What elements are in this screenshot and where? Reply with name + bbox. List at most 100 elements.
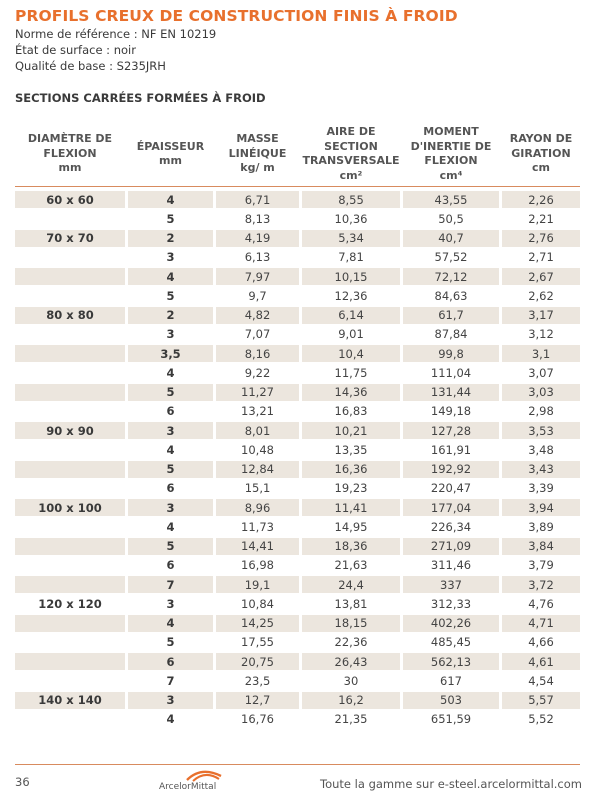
row-dimension [15, 403, 125, 420]
table-row: 70 x 70 2 4,19 5,34 40,7 2,76 [15, 229, 580, 248]
table-row: 3 6,13 7,81 57,52 2,71 [15, 248, 580, 267]
row-moment: 271,09 [403, 537, 499, 555]
row-dimension: 140 x 140 [15, 691, 125, 709]
row-rayon: 2,98 [528, 404, 554, 419]
row-epaisseur: 3 [166, 250, 175, 265]
row-masse: 13,21 [241, 404, 274, 419]
row-masse: 16,76 [241, 712, 274, 727]
row-dimension [15, 210, 125, 227]
row-aire: 16,36 [302, 460, 400, 478]
row-epaisseur: 6 [166, 481, 175, 496]
row-aire: 24,4 [302, 576, 400, 594]
row-aire: 19,23 [334, 481, 368, 496]
row-aire: 13,35 [334, 442, 368, 457]
row-epaisseur: 5 [166, 635, 175, 650]
table-row: 6 16,98 21,63 311,46 3,79 [15, 556, 580, 575]
table-row: 4 16,76 21,35 651,59 5,52 [15, 710, 580, 729]
row-rayon: 2,62 [528, 288, 554, 303]
data-table: 60 x 60 4 6,71 8,55 43,55 2,26 5 8,13 10,36 50,5 2… [15, 190, 580, 729]
table-row: 6 20,75 26,43 562,13 4,61 [15, 652, 580, 671]
row-epaisseur: 6 [128, 653, 213, 671]
table-row: 5 8,13 10,36 50,5 2,21 [15, 209, 580, 228]
row-dimension: 60 x 60 [15, 191, 125, 209]
row-epaisseur: 3 [166, 596, 175, 611]
header-divider [15, 186, 580, 187]
header-line: cm² [339, 168, 363, 182]
row-aire: 11,41 [302, 499, 400, 517]
column-header-rayon: RAYON DE GIRATION cm [502, 124, 580, 184]
row-moment: 177,04 [403, 499, 499, 517]
row-moment: 50,5 [438, 211, 464, 226]
row-dimension: 90 x 90 [15, 422, 125, 440]
row-aire: 10,21 [302, 422, 400, 440]
row-aire: 11,75 [334, 365, 368, 380]
footer-link[interactable]: Toute la gamme sur e-steel.arcelormittal… [320, 777, 582, 791]
row-epaisseur: 4 [166, 442, 175, 457]
row-aire: 12,36 [334, 288, 368, 303]
row-epaisseur: 5 [128, 460, 213, 478]
row-epaisseur: 7 [128, 576, 213, 594]
table-row: 5 9,7 12,36 84,63 2,62 [15, 286, 580, 305]
row-dimension [15, 326, 125, 343]
row-epaisseur: 2 [128, 229, 213, 247]
row-rayon: 3,07 [528, 365, 554, 380]
row-epaisseur: 4 [128, 614, 213, 632]
table-row: 5 17,55 22,36 485,45 4,66 [15, 633, 580, 652]
row-dimension [15, 249, 125, 266]
row-moment: 220,47 [430, 481, 472, 496]
row-moment: 127,28 [403, 422, 499, 440]
row-aire: 14,36 [302, 383, 400, 401]
row-masse: 7,97 [216, 268, 299, 286]
logo-text: ArcelorMittal [159, 782, 217, 792]
row-epaisseur: 4 [128, 191, 213, 209]
row-moment: 192,92 [403, 460, 499, 478]
table-row: 7 19,1 24,4 337 3,72 [15, 575, 580, 594]
row-moment: 562,13 [403, 653, 499, 671]
row-rayon: 2,76 [502, 229, 580, 247]
column-header-diametre: DIAMÈTRE DE FLEXION mm [15, 124, 125, 184]
row-rayon: 3,17 [502, 306, 580, 324]
row-rayon: 4,66 [528, 635, 554, 650]
row-epaisseur: 4 [166, 712, 175, 727]
row-aire: 10,15 [302, 268, 400, 286]
row-aire: 10,4 [302, 345, 400, 363]
row-epaisseur: 5 [166, 211, 175, 226]
row-dimension [15, 441, 125, 458]
row-dimension: 120 x 120 [38, 596, 102, 611]
table-row: 6 13,21 16,83 149,18 2,98 [15, 402, 580, 421]
column-header-aire: AIRE DE SECTION TRANSVERSALE cm² [302, 124, 400, 184]
section-title: SECTIONS CARRÉES FORMÉES À FROID [15, 91, 266, 105]
header-line: MASSE [236, 132, 279, 146]
row-rayon: 2,21 [528, 211, 554, 226]
row-aire: 30 [343, 673, 359, 688]
row-dimension [15, 576, 125, 594]
table-row: 140 x 140 3 12,7 16,2 503 5,57 [15, 691, 580, 710]
row-aire: 22,36 [334, 635, 368, 650]
row-rayon: 3,94 [502, 499, 580, 517]
row-rayon: 5,52 [528, 712, 554, 727]
row-masse: 17,55 [241, 635, 274, 650]
row-moment: 111,04 [430, 365, 472, 380]
header-line: FLEXION [424, 154, 478, 167]
row-rayon: 3,03 [502, 383, 580, 401]
row-epaisseur: 6 [166, 404, 175, 419]
row-moment: 61,7 [403, 306, 499, 324]
row-rayon: 3,53 [502, 422, 580, 440]
row-moment: 131,44 [403, 383, 499, 401]
row-masse: 19,1 [216, 576, 299, 594]
row-masse: 11,73 [241, 519, 274, 534]
row-moment: 161,91 [430, 442, 472, 457]
row-aire: 5,34 [302, 229, 400, 247]
row-aire: 16,2 [302, 691, 400, 709]
header-line: mm [159, 154, 182, 167]
column-header-moment: MOMENT D'INERTIE DE FLEXION cm⁴ [403, 124, 499, 184]
row-aire: 16,83 [334, 404, 368, 419]
row-masse: 12,84 [216, 460, 299, 478]
etat-surface: État de surface : noir [15, 43, 136, 57]
table-row: 4 11,73 14,95 226,34 3,89 [15, 517, 580, 536]
row-masse: 8,13 [244, 211, 271, 226]
table-row: 80 x 80 2 4,82 6,14 61,7 3,17 [15, 306, 580, 325]
row-dimension: 100 x 100 [15, 499, 125, 517]
table-row: 4 10,48 13,35 161,91 3,48 [15, 440, 580, 459]
row-dimension [15, 345, 125, 363]
